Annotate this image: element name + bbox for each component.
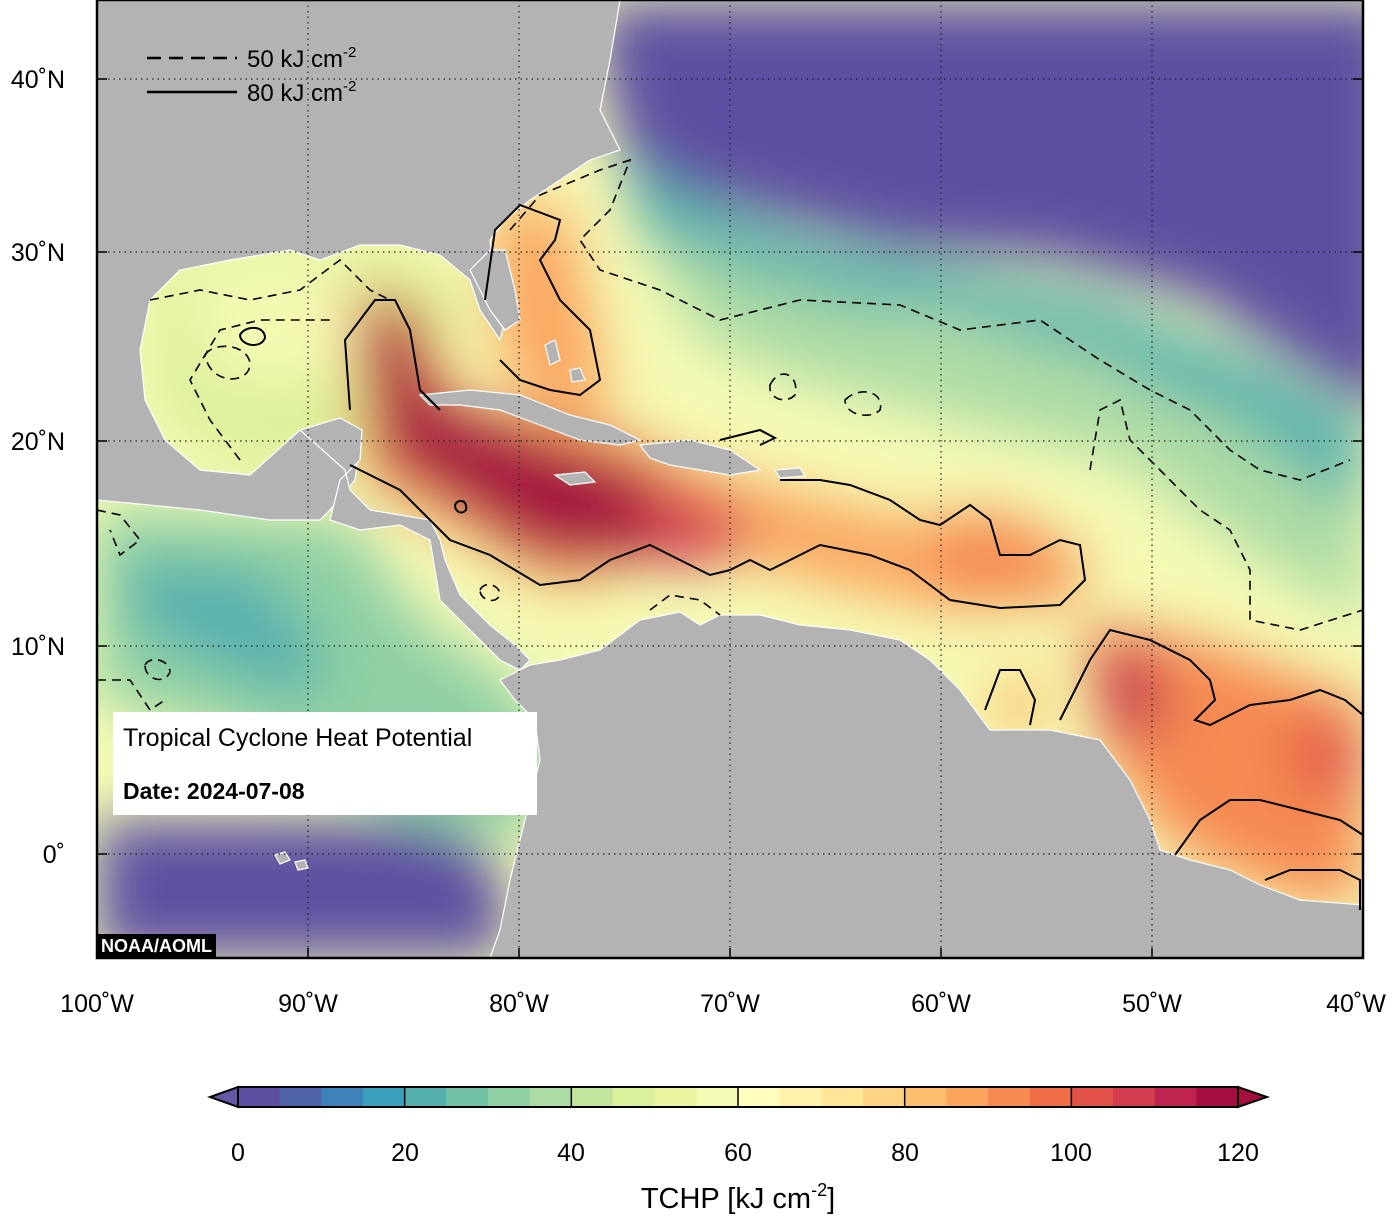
colorbar-cell	[279, 1087, 322, 1107]
lon-label-60w: 60˚W	[911, 990, 971, 1018]
lon-label-100w: 100˚W	[60, 990, 134, 1018]
colorbar-cell	[654, 1087, 697, 1107]
colorbar-cell	[1154, 1087, 1197, 1107]
date-label: Date: 2024-07-08	[123, 778, 305, 804]
colorbar-tick-120: 120	[1217, 1139, 1259, 1167]
dashed-legend-label: 50 kJ cm-2	[247, 44, 356, 73]
lon-label-50w: 50˚W	[1122, 990, 1182, 1018]
colorbar-tick-20: 20	[391, 1139, 419, 1167]
colorbar-cell	[863, 1087, 906, 1107]
colorbar-cell	[1196, 1087, 1239, 1107]
lon-label-90w: 90˚W	[278, 990, 338, 1018]
colorbar-cell	[738, 1087, 781, 1107]
colorbar-cell	[821, 1087, 864, 1107]
longitude-labels: 100˚W 90˚W 80˚W 70˚W 60˚W 50˚W 40˚W	[60, 990, 1386, 1018]
colorbar-tick-60: 60	[724, 1139, 752, 1167]
land	[97, 0, 1363, 958]
colorbar-cell	[321, 1087, 364, 1107]
map-panel	[97, 0, 1363, 958]
contour-legend: 50 kJ cm-2 80 kJ cm-2	[147, 44, 356, 107]
lat-label-40n: 40˚N	[11, 66, 65, 94]
colorbar-cell	[404, 1087, 447, 1107]
colorbar-cell	[904, 1087, 947, 1107]
colorbar-cells	[238, 1087, 1239, 1107]
colorbar-cell	[529, 1087, 572, 1107]
colorbar-cell	[571, 1087, 614, 1107]
lat-label-30n: 30˚N	[11, 239, 65, 267]
colorbar-cell	[779, 1087, 822, 1107]
map-frame	[95, 0, 1365, 960]
info-box: Tropical Cyclone Heat Potential Date: 20…	[113, 712, 537, 815]
contour-50	[97, 158, 1363, 712]
colorbar-cell	[988, 1087, 1031, 1107]
lon-label-40w: 40˚W	[1326, 990, 1386, 1018]
lat-label-10n: 10˚N	[11, 633, 65, 661]
colorbar-cell	[1071, 1087, 1114, 1107]
contour-80	[238, 203, 1363, 910]
colorbar-cell	[613, 1087, 656, 1107]
colorbar-title: TCHP [kJ cm-2]	[641, 1180, 835, 1215]
colorbar-low-arrow	[207, 1085, 239, 1109]
colorbar-cell	[1029, 1087, 1072, 1107]
colorbar-tick-0: 0	[231, 1139, 245, 1167]
solid-legend-label: 80 kJ cm-2	[247, 78, 356, 107]
lat-label-0: 0˚	[43, 841, 65, 869]
colorbar-cell	[446, 1087, 489, 1107]
colorbar-cell	[1113, 1087, 1156, 1107]
colorbar-high-arrow	[1237, 1085, 1271, 1109]
colorbar-tick-100: 100	[1050, 1139, 1092, 1167]
product-title: Tropical Cyclone Heat Potential	[123, 724, 473, 752]
latitude-labels: 40˚N 30˚N 20˚N 10˚N 0˚	[11, 66, 65, 869]
colorbar-tick-40: 40	[557, 1139, 585, 1167]
colorbar-cell	[363, 1087, 406, 1107]
credit-badge: NOAA/AOML	[97, 934, 216, 958]
colorbar-cell	[238, 1087, 281, 1107]
lon-label-80w: 80˚W	[489, 990, 549, 1018]
colorbar-ticks	[237, 1087, 1239, 1107]
colorbar-tick-80: 80	[891, 1139, 919, 1167]
colorbar-cell	[946, 1087, 989, 1107]
colorbar: 0 20 40 60 80 100 120 TCHP [kJ cm-2]	[207, 1085, 1271, 1215]
lat-label-20n: 20˚N	[11, 428, 65, 456]
colorbar-cell	[488, 1087, 531, 1107]
lon-label-70w: 70˚W	[700, 990, 760, 1018]
map-ticks	[97, 78, 1363, 958]
colorbar-cell	[696, 1087, 739, 1107]
